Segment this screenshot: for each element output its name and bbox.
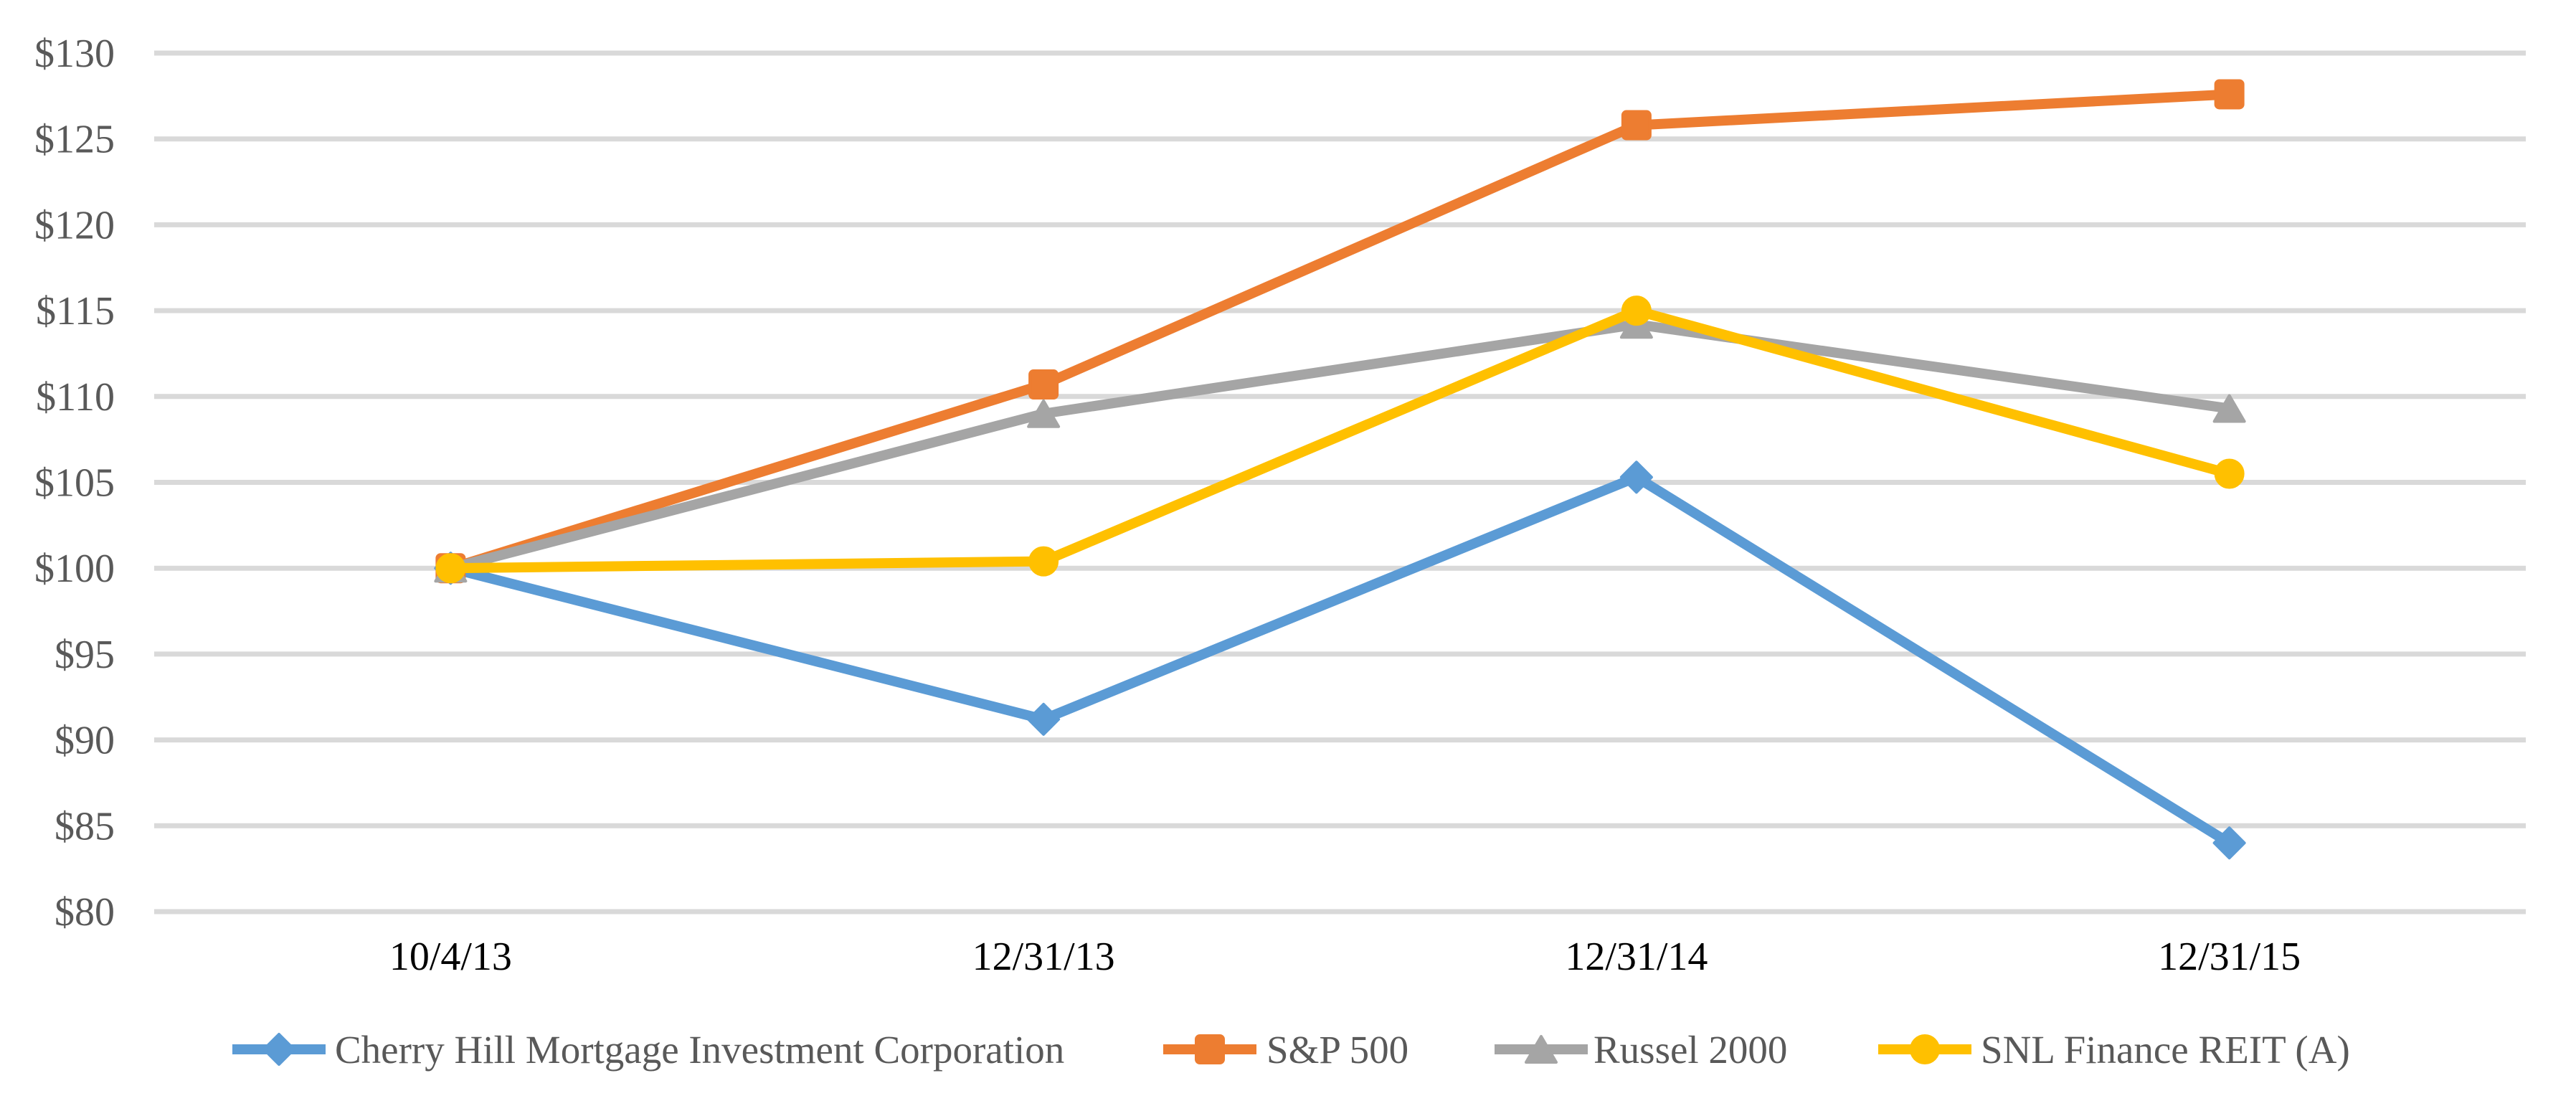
legend-label: Russel 2000 — [1594, 1028, 1787, 1072]
data-point-snl-finance-reit-a — [2214, 458, 2245, 489]
series-s-p-500 — [435, 79, 2245, 584]
series-cherry-hill-mortgage-investment-corporation — [434, 460, 2246, 860]
x-axis-tick-label: 10/4/13 — [389, 935, 512, 979]
legend-swatch-marker — [1525, 1035, 1558, 1064]
x-axis-tick-label: 12/31/15 — [2158, 935, 2301, 979]
x-axis-tick-label: 12/31/13 — [972, 935, 1115, 979]
series-line-s-p-500 — [445, 89, 2235, 574]
series-russel-2000 — [434, 310, 2246, 583]
y-axis-tick-label: $95 — [55, 633, 115, 677]
legend-label: Cherry Hill Mortgage Investment Corporat… — [335, 1028, 1064, 1072]
data-point-s-p-500 — [2214, 79, 2245, 110]
legend-item-russel-2000: Russel 2000 — [1495, 1028, 1787, 1072]
y-axis-tick-label: $80 — [55, 890, 115, 935]
legend-layer: Cherry Hill Mortgage Investment Corporat… — [232, 1028, 2350, 1072]
legend-swatch-marker — [1195, 1034, 1225, 1064]
legend-label: SNL Finance REIT (A) — [1981, 1028, 2350, 1072]
y-axis-labels-layer: $80 $85 $90 $95 $100 $105 $110 $115 $120 $125 $130 — [34, 32, 115, 935]
legend-swatch-marker — [262, 1033, 295, 1066]
y-axis-tick-label: $100 — [34, 547, 115, 591]
y-axis-tick-label: $125 — [34, 118, 115, 162]
data-point-russel-2000 — [1027, 399, 1061, 428]
x-axis-labels-layer: 10/4/13 12/31/13 12/31/14 12/31/15 — [389, 935, 2301, 979]
y-axis-tick-label: $120 — [34, 203, 115, 247]
series-line-snl-finance-reit-a — [445, 306, 2235, 574]
series-layer — [434, 79, 2246, 860]
y-axis-tick-label: $85 — [55, 804, 115, 849]
data-point-cherry-hill-mortgage-investment-corporation — [1619, 460, 1653, 494]
y-axis-tick-label: $110 — [36, 375, 115, 420]
legend-label: S&P 500 — [1266, 1028, 1408, 1072]
x-axis-tick-label: 12/31/14 — [1565, 935, 1708, 979]
y-axis-tick-label: $130 — [34, 32, 115, 76]
y-axis-tick-label: $105 — [34, 461, 115, 506]
y-axis-tick-label: $90 — [55, 719, 115, 763]
data-point-cherry-hill-mortgage-investment-corporation — [1027, 702, 1061, 736]
data-point-snl-finance-reit-a — [1621, 296, 1652, 326]
data-point-snl-finance-reit-a — [1028, 546, 1059, 577]
data-point-russel-2000 — [2212, 394, 2246, 423]
legend-item-cherry-hill-mortgage-investment-corporation: Cherry Hill Mortgage Investment Corporat… — [232, 1028, 1064, 1072]
series-snl-finance-reit-a — [435, 296, 2245, 584]
series-line-russel-2000 — [445, 319, 2235, 574]
y-axis-tick-label: $115 — [36, 289, 115, 334]
data-point-s-p-500 — [1621, 110, 1652, 141]
series-line-cherry-hill-mortgage-investment-corporation — [445, 472, 2235, 849]
legend-swatch-marker — [1910, 1034, 1940, 1064]
data-point-snl-finance-reit-a — [435, 553, 466, 584]
gridlines-layer — [154, 50, 2526, 914]
data-point-cherry-hill-mortgage-investment-corporation — [2212, 826, 2246, 860]
legend-item-s-p-500: S&P 500 — [1163, 1028, 1408, 1072]
data-point-s-p-500 — [1028, 369, 1059, 400]
legend-item-snl-finance-reit-a: SNL Finance REIT (A) — [1878, 1028, 2350, 1072]
